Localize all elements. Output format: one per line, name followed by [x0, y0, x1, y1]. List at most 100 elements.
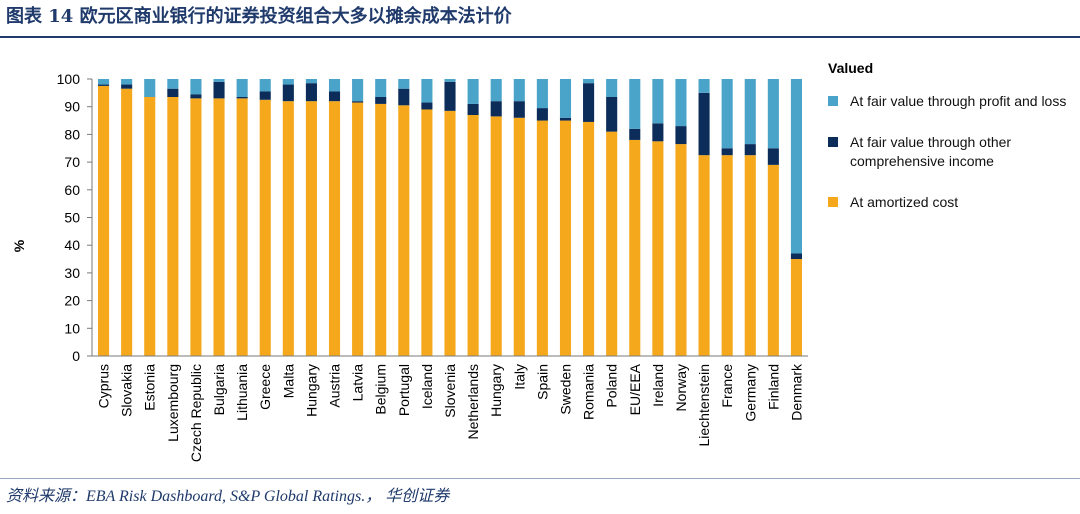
x-tick-label: Lithuania — [234, 364, 250, 421]
bar-at-amortized-cost-malta — [282, 101, 294, 356]
x-tick-label: Belgium — [373, 364, 389, 415]
bar-at-fair-value-through-profit-and-loss-denmark — [790, 79, 802, 254]
x-tick-label: Czech Republic — [188, 364, 204, 462]
y-axis-label: % — [11, 239, 27, 252]
y-tick-label: 30 — [64, 265, 80, 281]
bar-at-amortized-cost-bulgaria — [213, 98, 225, 356]
bar-at-fair-value-through-other-comprehensive-income-cyprus — [98, 84, 110, 86]
x-tick-label: Slovenia — [442, 364, 458, 418]
bar-at-fair-value-through-other-comprehensive-income-luxembourg — [167, 88, 179, 97]
legend-swatch-amortized-cost — [828, 197, 838, 207]
bar-at-amortized-cost-austria — [328, 101, 341, 356]
source-divider — [0, 478, 1080, 479]
y-tick-label: 0 — [72, 348, 80, 364]
bar-at-fair-value-through-profit-and-loss-germany — [744, 79, 756, 145]
x-tick-label: Ireland — [650, 364, 666, 407]
bar-at-fair-value-through-profit-and-loss-liechtenstein — [698, 79, 710, 93]
x-tick-label: Estonia — [142, 364, 158, 411]
bar-at-amortized-cost-latvia — [352, 102, 364, 356]
x-tick-label: Bulgaria — [211, 364, 227, 416]
bar-at-amortized-cost-slovenia — [444, 110, 456, 356]
bar-at-fair-value-through-profit-and-loss-romania — [583, 79, 595, 84]
bar-at-fair-value-through-other-comprehensive-income-greece — [259, 91, 271, 100]
legend-item-amortized-cost: At amortized cost — [828, 193, 1076, 212]
y-tick-label: 70 — [64, 154, 80, 170]
x-tick-label: Malta — [280, 364, 296, 398]
bar-at-fair-value-through-other-comprehensive-income-eu-eea — [629, 128, 641, 140]
x-tick-label: Germany — [742, 364, 758, 422]
bar-at-fair-value-through-profit-and-loss-malta — [282, 79, 294, 85]
bar-at-fair-value-through-other-comprehensive-income-hungary — [490, 101, 502, 117]
bar-at-fair-value-through-other-comprehensive-income-portugal — [398, 88, 410, 106]
bar-at-fair-value-through-profit-and-loss-finland — [767, 79, 779, 149]
bar-at-fair-value-through-other-comprehensive-income-lithuania — [236, 97, 248, 99]
bar-at-fair-value-through-profit-and-loss-poland — [606, 79, 618, 97]
bar-at-fair-value-through-profit-and-loss-slovakia — [121, 79, 133, 85]
bar-at-fair-value-through-profit-and-loss-hungary — [305, 79, 317, 84]
bar-at-fair-value-through-other-comprehensive-income-slovakia — [121, 84, 133, 89]
legend-title: Valued — [828, 60, 874, 76]
source-note: 资料来源：EBA Risk Dashboard, S&P Global Rati… — [6, 488, 450, 505]
bar-at-amortized-cost-hungary — [490, 116, 502, 357]
y-tick-label: 90 — [64, 99, 80, 115]
y-tick-label: 100 — [57, 71, 81, 87]
bar-at-fair-value-through-profit-and-loss-belgium — [375, 79, 387, 97]
bar-at-fair-value-through-other-comprehensive-income-poland — [606, 97, 618, 132]
bar-at-amortized-cost-belgium — [375, 103, 387, 357]
bar-at-amortized-cost-sweden — [559, 120, 572, 356]
bar-at-amortized-cost-finland — [767, 164, 779, 356]
bars — [98, 79, 802, 357]
bar-at-fair-value-through-other-comprehensive-income-romania — [583, 83, 595, 122]
x-axis: Cyprus Slovakia Estonia Luxembourg Czech Rep… — [92, 355, 808, 462]
y-tick-label: 10 — [64, 320, 80, 336]
legend: Valued At fair value through profit and … — [828, 60, 1076, 234]
x-tick-label: Slovakia — [119, 364, 135, 417]
legend-item-oci: At fair value through other comprehensiv… — [828, 133, 1076, 171]
legend-swatch-oci — [828, 137, 838, 147]
x-tick-label: Liechtenstein — [696, 364, 712, 447]
bar-at-fair-value-through-profit-and-loss-portugal — [398, 79, 410, 89]
bar-at-fair-value-through-other-comprehensive-income-malta — [282, 84, 294, 102]
y-tick-label: 20 — [64, 293, 80, 309]
bar-at-fair-value-through-profit-and-loss-ireland — [652, 79, 664, 124]
bar-at-fair-value-through-profit-and-loss-eu-eea — [629, 79, 641, 129]
bar-at-fair-value-through-profit-and-loss-czech-republic — [190, 79, 202, 95]
bar-at-amortized-cost-luxembourg — [167, 97, 179, 356]
x-tick-label: Austria — [327, 364, 343, 408]
bar-at-fair-value-through-other-comprehensive-income-germany — [744, 144, 756, 156]
bar-at-fair-value-through-other-comprehensive-income-finland — [767, 148, 779, 165]
bar-at-amortized-cost-estonia — [144, 97, 156, 356]
x-tick-label: Cyprus — [96, 364, 112, 408]
x-tick-label: France — [719, 364, 735, 408]
y-tick-label: 50 — [64, 210, 80, 226]
x-tick-label: Sweden — [557, 364, 573, 415]
bar-at-amortized-cost-romania — [583, 121, 595, 356]
bar-at-amortized-cost-denmark — [790, 259, 802, 356]
bar-at-fair-value-through-other-comprehensive-income-denmark — [790, 253, 802, 260]
bar-at-amortized-cost-lithuania — [236, 98, 248, 356]
bar-at-amortized-cost-spain — [536, 120, 548, 356]
bar-at-fair-value-through-other-comprehensive-income-belgium — [375, 97, 387, 104]
x-tick-label: Netherlands — [465, 364, 481, 440]
x-tick-label: Italy — [511, 364, 527, 390]
bar-at-fair-value-through-other-comprehensive-income-italy — [513, 101, 525, 118]
bar-at-fair-value-through-other-comprehensive-income-latvia — [352, 101, 364, 103]
bar-at-fair-value-through-profit-and-loss-cyprus — [98, 79, 110, 85]
bar-at-fair-value-through-profit-and-loss-luxembourg — [167, 79, 179, 89]
bar-at-amortized-cost-germany — [744, 155, 756, 356]
caption-divider — [0, 36, 1080, 38]
legend-swatch-profit-and-loss — [828, 96, 838, 106]
bar-at-fair-value-through-other-comprehensive-income-hungary — [305, 83, 317, 102]
bar-at-amortized-cost-italy — [513, 117, 525, 356]
bar-at-fair-value-through-profit-and-loss-lithuania — [236, 79, 248, 97]
bar-at-fair-value-through-profit-and-loss-norway — [675, 79, 687, 127]
bar-at-fair-value-through-other-comprehensive-income-france — [721, 148, 733, 156]
x-tick-label: Luxembourg — [165, 364, 181, 442]
legend-label-oci: At fair value through other comprehensiv… — [850, 134, 1012, 169]
bar-at-fair-value-through-other-comprehensive-income-slovenia — [444, 81, 456, 111]
y-tick-label: 40 — [64, 237, 80, 253]
x-tick-label: EU/EEA — [627, 363, 643, 415]
bar-at-fair-value-through-other-comprehensive-income-czech-republic — [190, 94, 202, 99]
bar-at-amortized-cost-norway — [675, 144, 687, 356]
x-tick-label: Denmark — [788, 363, 804, 421]
